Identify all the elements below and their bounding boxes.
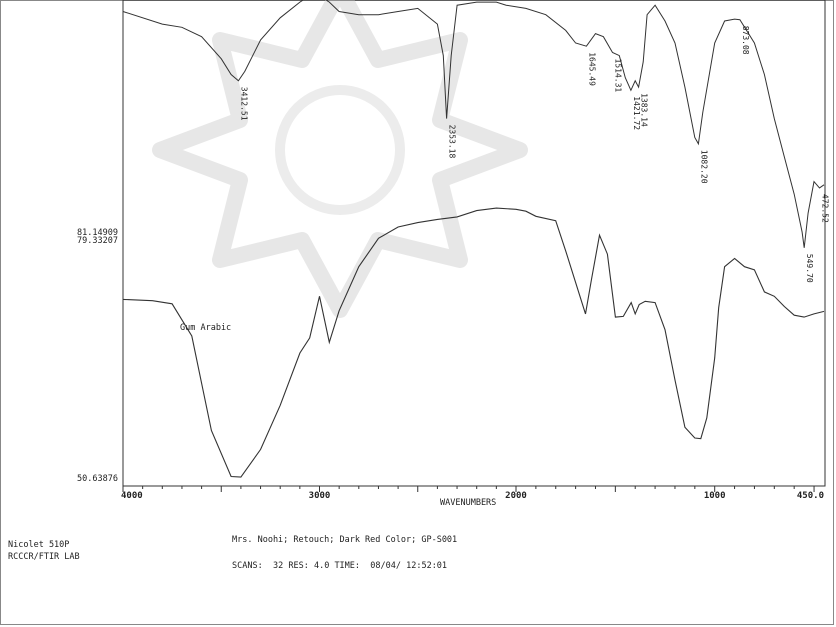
y-tick-label: 50.63876	[77, 474, 118, 484]
scan-info: SCANS: 32 RES: 4.0 TIME: 08/04/ 12:52:01	[232, 561, 447, 571]
x-axis-label: WAVENUMBERS	[440, 498, 496, 508]
sample-description: Mrs. Noohi; Retouch; Dark Red Color; GP-…	[232, 535, 458, 545]
plot-area	[122, 0, 826, 487]
x-tick-label: 450.0	[797, 491, 824, 501]
time-value: 08/04/ 12:52:01	[370, 561, 448, 571]
peak-label: 1082.20	[699, 150, 708, 184]
y-tick-label: 79.33207	[77, 236, 118, 246]
time-label: TIME:	[334, 561, 361, 571]
x-tick-label: 3000	[309, 491, 331, 501]
series-gum-arabic-line	[122, 207, 825, 478]
sample-label: Gum Arabic	[180, 323, 231, 333]
res-value: 4.0	[313, 561, 330, 571]
series-line	[122, 0, 825, 248]
instrument-name: Nicolet 510P	[8, 540, 70, 550]
x-tick-label: 1000	[704, 491, 726, 501]
x-tick-label: 2000	[505, 491, 527, 501]
scans-value: 32	[272, 561, 284, 571]
peak-label: 1421.72	[632, 96, 641, 130]
peak-label: 1514.31	[614, 59, 623, 93]
series-line	[122, 207, 825, 478]
y-tick-label: 81.14909	[77, 228, 118, 238]
res-label: RES:	[288, 561, 309, 571]
scans-label: SCANS:	[232, 561, 263, 571]
lab-name: RCCCR/FTIR LAB	[8, 552, 80, 562]
series-upper-line	[122, 0, 825, 248]
peak-label: 549.70	[805, 254, 814, 283]
peak-label: 3412.51	[239, 87, 248, 121]
peak-label: 1645.49	[587, 52, 596, 86]
peak-label: 1383.14	[640, 93, 649, 127]
peak-labels: 3412.51 2353.18 1645.49 1514.31 1421.721383.…	[239, 26, 829, 283]
x-tick-label: 4000	[121, 491, 143, 501]
x-axis: 4000 3000 2000 1000 450.0	[121, 486, 824, 501]
peak-label: 2353.18	[448, 125, 457, 159]
peak-label: 873.08	[741, 26, 750, 55]
peak-label: 472.52	[821, 194, 830, 223]
